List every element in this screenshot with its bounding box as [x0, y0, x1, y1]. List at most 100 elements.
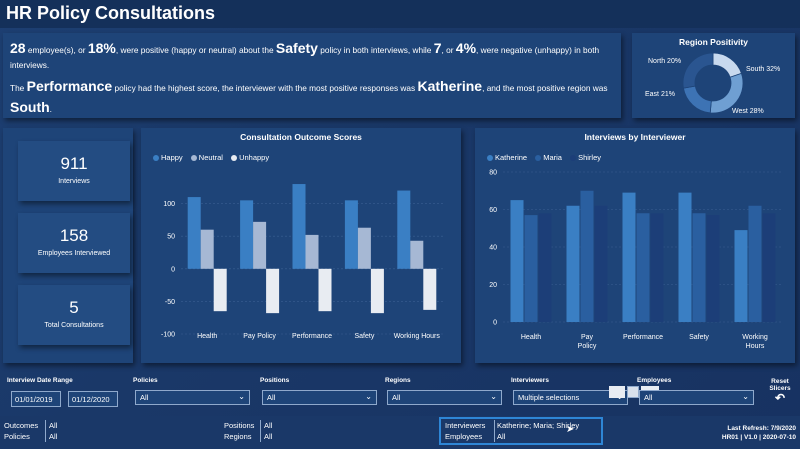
summary-text: The — [10, 83, 27, 94]
bar-shirley-performance[interactable] — [650, 213, 664, 322]
legend-label: Shirley — [578, 153, 601, 162]
region-positivity-panel: Region Positivity North 20% South 32% Ea… — [632, 33, 795, 118]
footer-regions-value: All — [264, 432, 273, 441]
summary-pct-positive: 18% — [87, 40, 116, 56]
legend-item-shirley[interactable]: Shirley — [570, 153, 601, 162]
bar-unhappy-performance[interactable] — [318, 268, 332, 312]
bar-katherine-performance[interactable] — [622, 192, 636, 322]
summary-top-region: South — [10, 99, 50, 116]
footer-employees-key: Employees — [445, 432, 483, 441]
bar-happy-performance[interactable] — [292, 184, 306, 269]
footer-interviewers-value: Katherine; Maria; Shirley — [497, 421, 580, 430]
bar-maria-safety[interactable] — [692, 213, 706, 322]
footer-policies-key: Policies — [4, 432, 30, 441]
summary-pct-negative: 4% — [455, 40, 477, 56]
bar-neutral-safety[interactable] — [357, 227, 371, 269]
region-donut-chart[interactable]: North 20% South 32% East 21% West 28% — [632, 33, 795, 118]
y-tick-label: 100 — [163, 201, 175, 208]
interviewers-slicer-label: Interviewers — [511, 377, 549, 384]
bar-katherine-health[interactable] — [510, 200, 524, 322]
region-label-south: South 32% — [746, 66, 780, 73]
summary-panel: 28 employee(s), or 18%, were positive (h… — [3, 33, 621, 118]
y-tick-label: 0 — [171, 266, 175, 273]
positions-dropdown[interactable]: All ⌄ — [262, 390, 377, 405]
bar-happy-safety[interactable] — [344, 200, 358, 269]
date-from-input[interactable]: 01/01/2019 — [11, 391, 61, 407]
summary-count: 28 — [10, 40, 26, 56]
footer-bar — [0, 416, 800, 449]
bar-shirley-working-hours[interactable] — [762, 213, 776, 322]
bar-unhappy-health[interactable] — [213, 268, 227, 312]
bar-neutral-working-hours[interactable] — [410, 240, 424, 269]
policies-dropdown[interactable]: All ⌄ — [135, 390, 250, 405]
legend-dot — [231, 155, 238, 162]
donut-slice-north[interactable] — [712, 52, 742, 78]
region-chart-title: Region Positivity — [679, 37, 748, 47]
summary-text: , were negative (unhappy) in both interv… — [10, 45, 600, 70]
reset-slicers-label: Reset Slicers — [769, 378, 791, 392]
summary-text: policy had the highest score, the interv… — [112, 83, 418, 94]
region-label-west: West 28% — [732, 108, 764, 115]
x-tick-label: Performance — [623, 334, 663, 341]
bar-maria-pay-policy[interactable] — [580, 190, 594, 322]
y-tick-label: 80 — [489, 170, 497, 177]
donut-slice-west[interactable] — [682, 52, 714, 89]
donut-slice-east[interactable] — [682, 85, 712, 114]
regions-dropdown[interactable]: All ⌄ — [387, 390, 502, 405]
legend-item-neutral[interactable]: Neutral — [190, 153, 223, 162]
y-tick-label: -100 — [161, 332, 175, 339]
bar-katherine-safety[interactable] — [678, 192, 692, 322]
region-label-north: North 20% — [648, 58, 681, 65]
positions-value: All — [267, 393, 276, 402]
bar-happy-health[interactable] — [187, 197, 201, 269]
outcome-chart-title: Consultation Outcome Scores — [240, 132, 362, 142]
legend-item-maria[interactable]: Maria — [535, 153, 562, 162]
bar-maria-health[interactable] — [524, 215, 538, 322]
bar-neutral-performance[interactable] — [305, 234, 319, 269]
kpi-total-consultations: 5 Total Consultations — [18, 285, 130, 345]
legend-item-unhappy[interactable]: Unhappy — [231, 153, 269, 162]
bar-unhappy-pay-policy[interactable] — [266, 268, 280, 314]
bar-neutral-health[interactable] — [200, 229, 214, 269]
employees-value: All — [644, 393, 653, 402]
bar-shirley-safety[interactable] — [706, 215, 720, 322]
footer-refresh-info: Last Refresh: 7/9/2020 HR01 | V1.0 | 202… — [722, 424, 796, 442]
y-tick-label: -50 — [165, 299, 175, 306]
date-range-label: Interview Date Range — [7, 377, 73, 384]
kpi-value: 158 — [59, 226, 89, 245]
legend-item-katherine[interactable]: Katherine — [487, 153, 527, 162]
employees-dropdown[interactable]: All ⌄ — [639, 390, 754, 405]
footer-outcomes-value: All — [49, 421, 58, 430]
employees-slicer-label: Employees — [637, 377, 672, 384]
bar-neutral-pay-policy[interactable] — [253, 221, 267, 269]
legend-label: Maria — [543, 153, 562, 162]
summary-text: , were positive (happy or neutral) about… — [115, 45, 276, 55]
legend-item-happy[interactable]: Happy — [153, 153, 183, 162]
date-to-input[interactable]: 01/12/2020 — [68, 391, 118, 407]
region-label-east: East 21% — [645, 91, 675, 98]
legend-dot — [190, 155, 197, 162]
y-tick-label: 60 — [489, 207, 497, 214]
x-tick-label: Working Hours — [394, 333, 441, 340]
bar-happy-working-hours[interactable] — [397, 190, 411, 269]
bar-happy-pay-policy[interactable] — [240, 200, 254, 269]
bar-maria-working-hours[interactable] — [748, 205, 762, 322]
regions-slicer-label: Regions — [385, 377, 411, 384]
bar-katherine-pay-policy[interactable] — [566, 205, 580, 322]
interviewer-panel: Interviews by Interviewer Katherine Mari… — [475, 128, 795, 363]
bar-shirley-health[interactable] — [538, 213, 552, 322]
y-tick-label: 50 — [167, 234, 175, 241]
reset-slicers-button[interactable]: Reset Slicers ↶ — [762, 378, 798, 404]
outcome-bar-chart[interactable]: 100 50 0 -50 -100 Health Pay Policy Performance… — [141, 128, 461, 363]
filter-icon[interactable] — [627, 386, 639, 398]
bar-shirley-pay-policy[interactable] — [594, 205, 608, 322]
bar-katherine-working-hours[interactable] — [734, 230, 748, 322]
footer-interviewers-key: Interviewers — [445, 421, 486, 430]
interviewers-dropdown[interactable]: Multiple selections ⌄ — [513, 390, 628, 405]
bar-unhappy-safety[interactable] — [370, 268, 384, 314]
bar-maria-performance[interactable] — [636, 213, 650, 322]
interviewer-bar-chart[interactable]: 80 60 40 20 0 Health Pay Policy Performance Safet… — [475, 128, 795, 363]
visual-header-icon[interactable] — [609, 386, 625, 398]
bar-unhappy-working-hours[interactable] — [423, 268, 437, 310]
footer-interviewers-highlight[interactable] — [439, 417, 603, 445]
